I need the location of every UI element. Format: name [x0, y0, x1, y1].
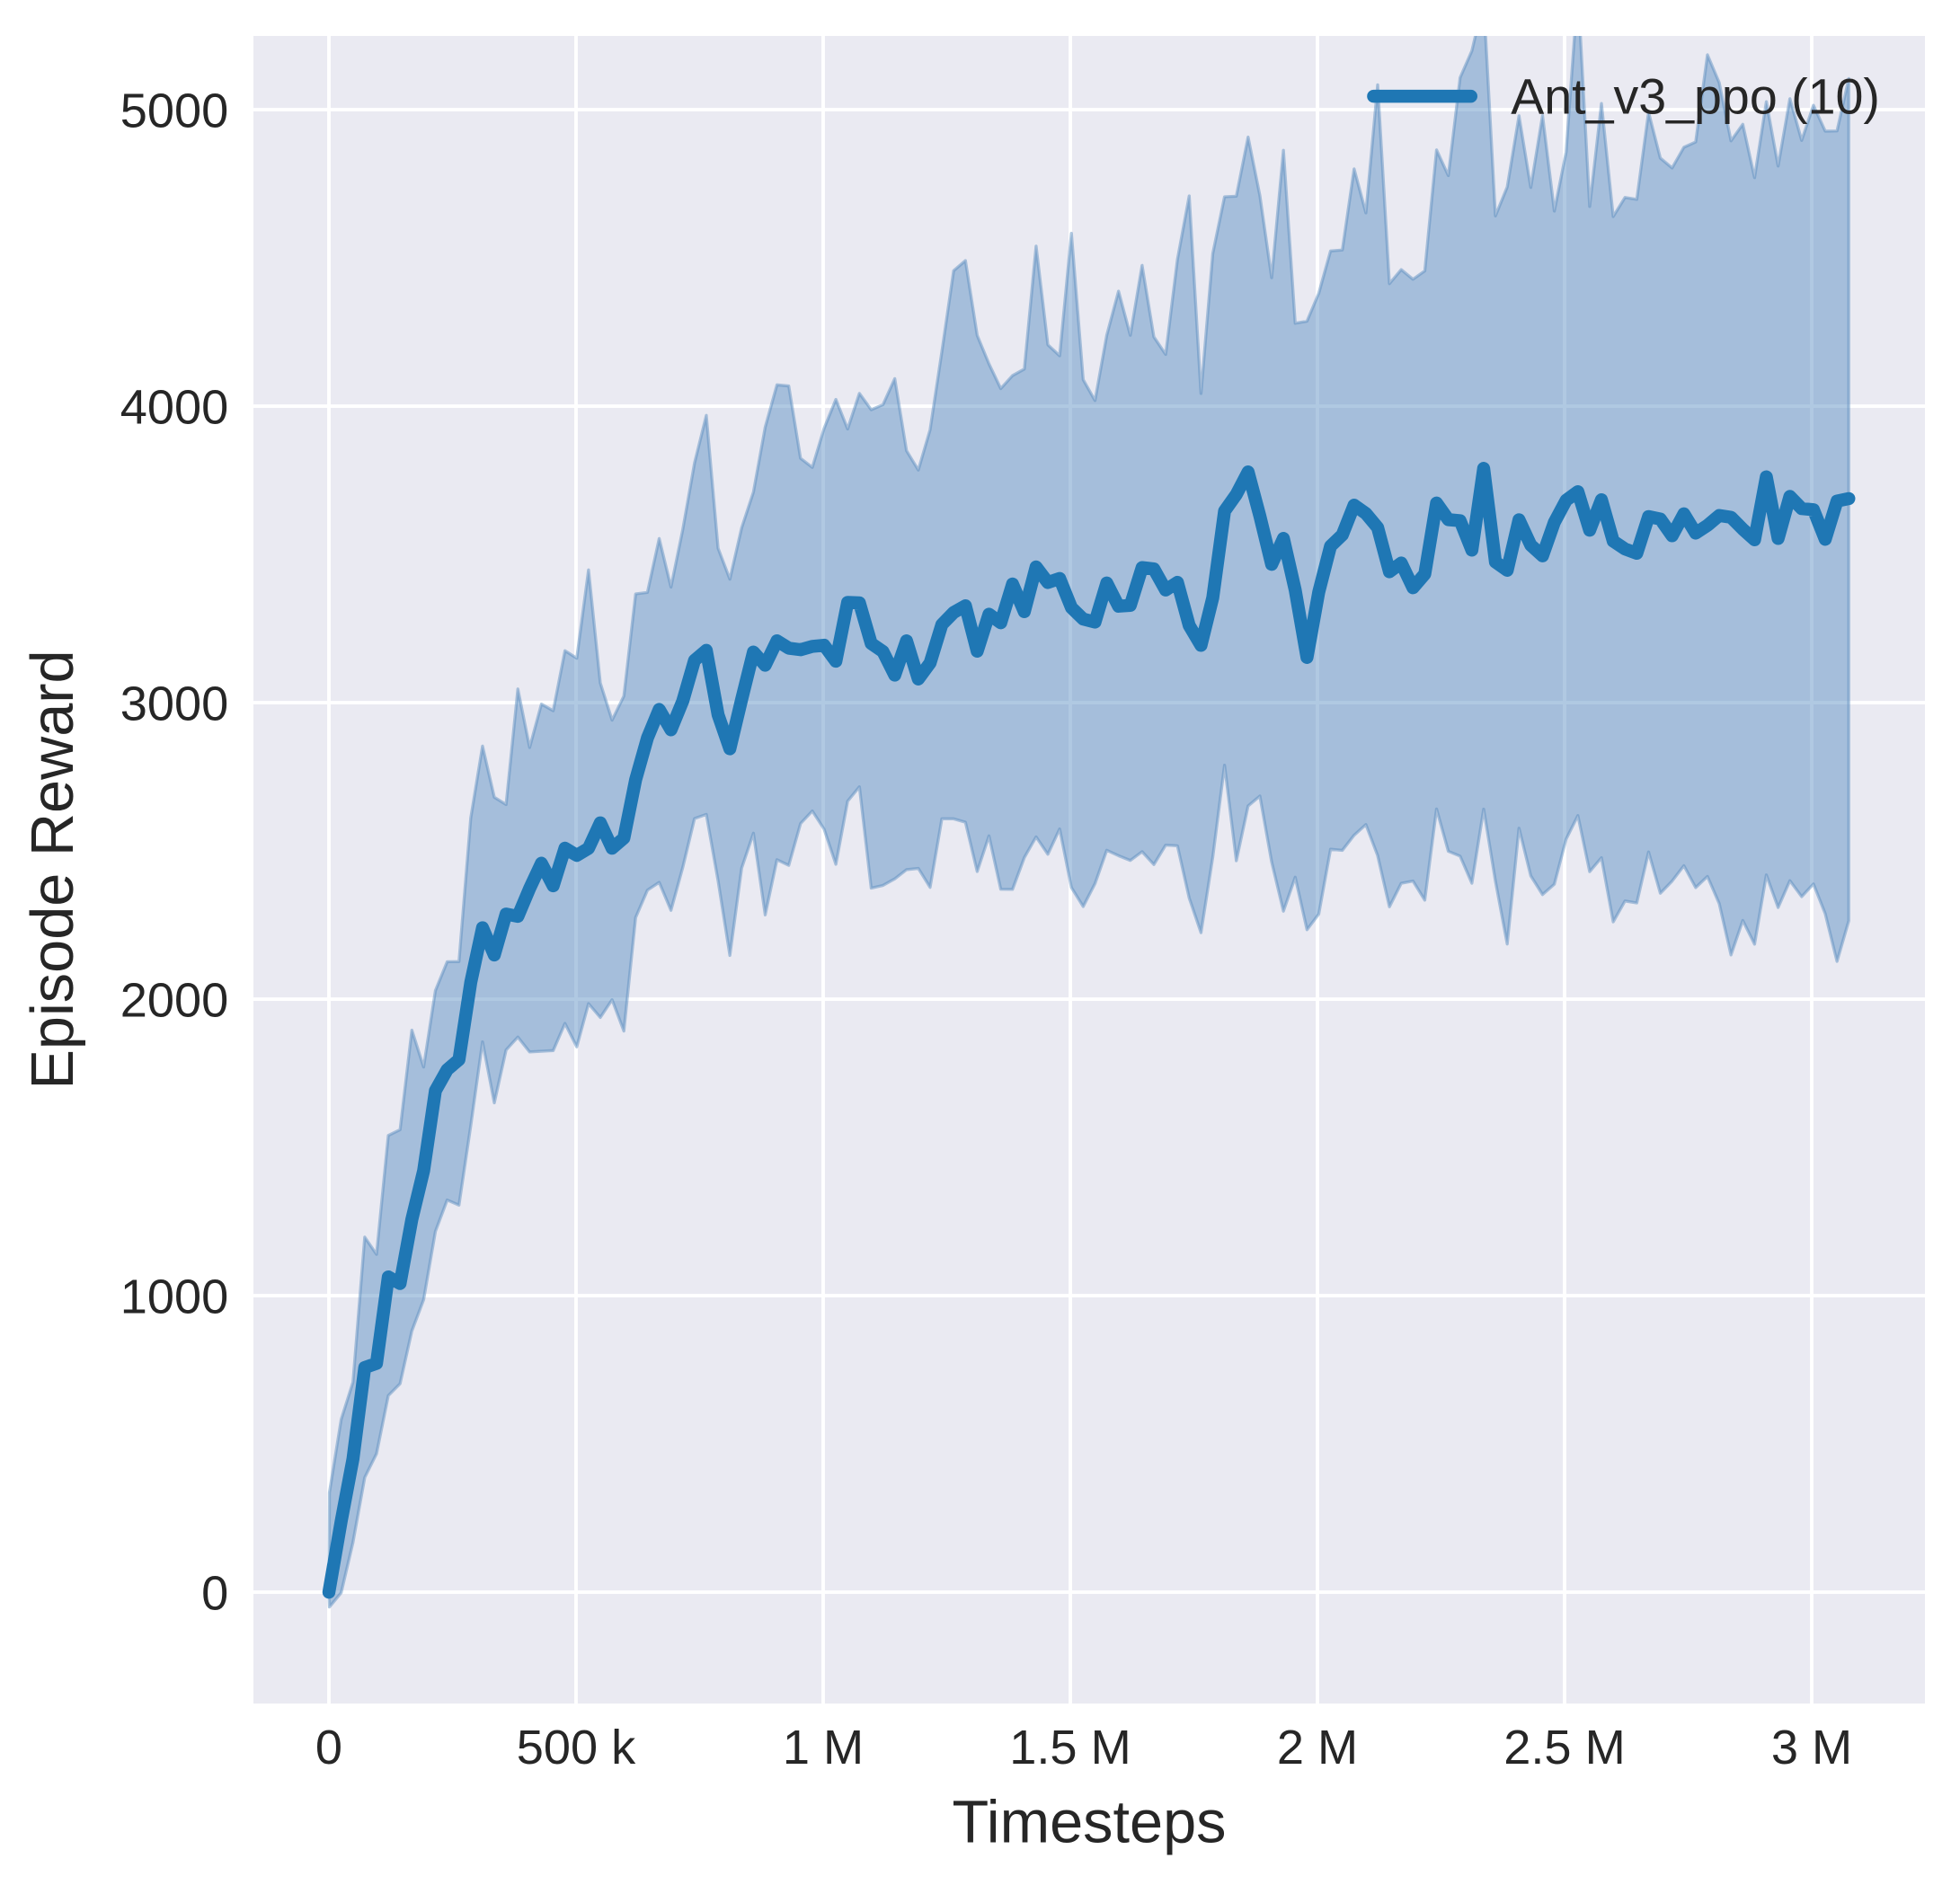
svg-text:Timesteps: Timesteps [953, 1789, 1227, 1855]
svg-text:1000: 1000 [120, 1270, 228, 1324]
svg-text:3 M: 3 M [1771, 1721, 1852, 1774]
svg-text:500 k: 500 k [517, 1721, 636, 1774]
svg-text:0: 0 [201, 1567, 228, 1621]
svg-text:4000: 4000 [120, 381, 228, 435]
svg-text:1.5 M: 1.5 M [1009, 1721, 1131, 1774]
svg-text:5000: 5000 [120, 84, 228, 138]
svg-text:2 M: 2 M [1277, 1721, 1358, 1774]
svg-text:2000: 2000 [120, 974, 228, 1028]
svg-text:3000: 3000 [120, 677, 228, 731]
svg-text:2.5 M: 2.5 M [1503, 1721, 1625, 1774]
svg-text:Ant_v3_ppo (10): Ant_v3_ppo (10) [1511, 69, 1880, 125]
svg-text:1 M: 1 M [783, 1721, 864, 1774]
svg-text:0: 0 [315, 1721, 342, 1774]
svg-text:Episode Reward: Episode Reward [20, 650, 86, 1089]
